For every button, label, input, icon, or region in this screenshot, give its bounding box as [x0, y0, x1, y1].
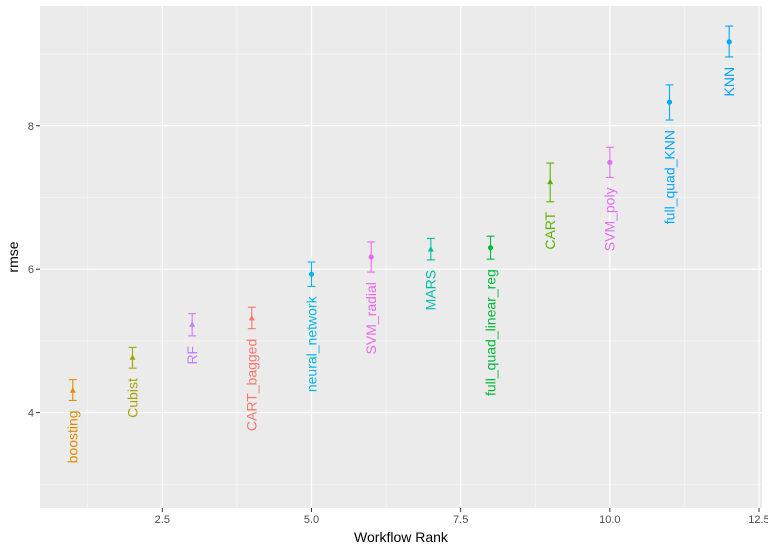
point-label-Cubist: Cubist — [124, 378, 140, 418]
errorbar-CART_bagged — [247, 306, 256, 330]
errorbar-SVM_radial — [367, 241, 376, 273]
errorbar-Cubist — [128, 346, 137, 369]
point-marker-boosting — [69, 387, 76, 393]
plot-panel — [40, 6, 762, 508]
point-label-full_quad_linear_reg: full_quad_linear_reg — [482, 269, 498, 396]
errorbar-KNN — [725, 25, 734, 58]
y-axis-title: rmse — [5, 241, 21, 272]
point-marker-neural_network — [308, 271, 315, 277]
x-tick-label: 7.5 — [453, 514, 468, 526]
point-marker-SVM_radial — [368, 254, 374, 260]
point-marker-MARS — [427, 246, 434, 252]
point-marker-full_quad_KNN — [666, 99, 673, 105]
errorbar-RF — [188, 313, 197, 337]
point-label-full_quad_KNN: full_quad_KNN — [661, 130, 677, 224]
errorbar-MARS — [426, 237, 435, 261]
y-tick-label: 4 — [28, 408, 34, 420]
errorbar-neural_network — [307, 261, 316, 287]
major-gridlines — [40, 6, 762, 508]
point-label-SVM_radial: SVM_radial — [363, 282, 379, 354]
minor-gridlines — [40, 6, 762, 508]
x-tick-label: 12.5 — [748, 514, 768, 526]
point-marker-KNN — [726, 39, 732, 45]
x-tick-label: 10.0 — [599, 514, 620, 526]
point-label-neural_network: neural_network — [303, 295, 319, 392]
point-marker-Cubist — [129, 354, 136, 360]
y-tick-label: 8 — [28, 121, 34, 133]
point-label-boosting: boosting — [65, 410, 81, 463]
point-label-RF: RF — [184, 346, 200, 365]
point-label-MARS: MARS — [423, 270, 439, 310]
x-axis-ticks: 2.5 5.0 7.5 10.0 12.5 — [155, 508, 768, 526]
errorbar-CART — [546, 162, 555, 203]
errorbar-boosting — [68, 379, 77, 401]
x-tick-label: 5.0 — [304, 514, 319, 526]
x-tick-label: 2.5 — [155, 514, 170, 526]
errorbar-SVM_poly — [605, 146, 614, 178]
point-label-CART_bagged: CART_bagged — [244, 339, 260, 431]
point-label-KNN: KNN — [721, 67, 737, 97]
point-labels: boosting Cubist RF CART_bagged neural_networ… — [65, 67, 737, 463]
data-marks — [68, 25, 734, 401]
errorbar-full_quad_linear_reg — [486, 235, 495, 260]
point-marker-CART_bagged — [248, 314, 255, 321]
point-marker-CART — [547, 178, 554, 185]
x-axis-title: Workflow Rank — [354, 529, 449, 545]
y-axis-ticks: 4 6 8 — [28, 121, 40, 420]
point-marker-RF — [189, 321, 196, 327]
errorbar-full_quad_KNN — [665, 84, 674, 121]
point-marker-full_quad_linear_reg — [487, 245, 494, 251]
point-label-SVM_poly: SVM_poly — [602, 187, 618, 251]
y-tick-label: 6 — [28, 264, 34, 276]
point-label-CART: CART — [542, 211, 558, 249]
point-marker-SVM_poly — [607, 159, 613, 165]
